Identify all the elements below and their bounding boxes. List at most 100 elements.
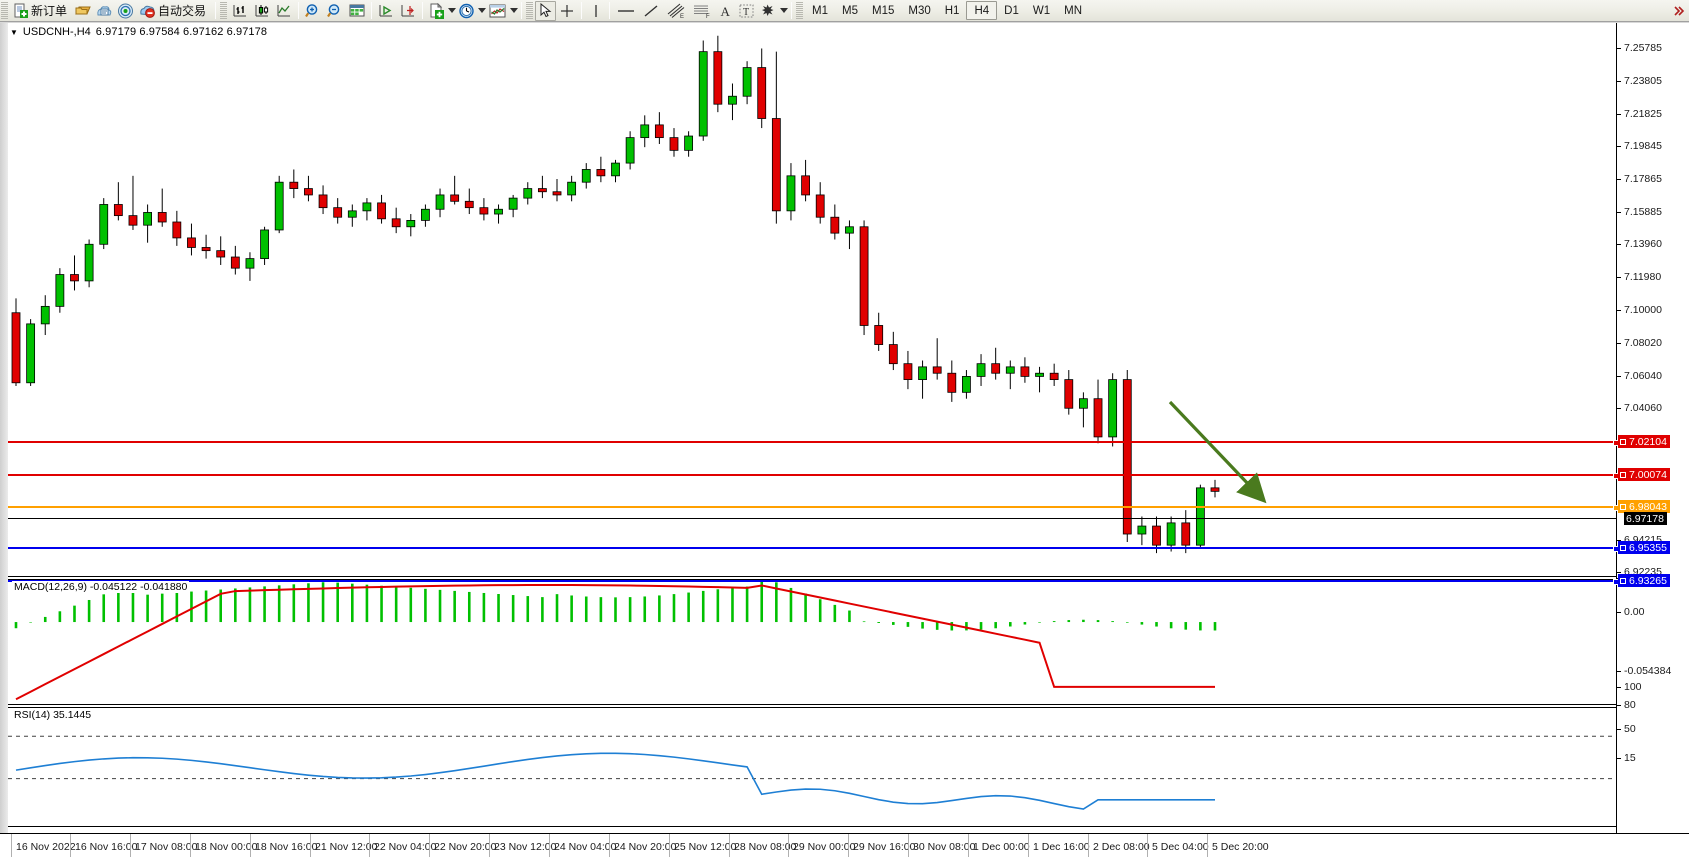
macd-pane[interactable]: MACD(12,26,9) -0.045122 -0.041880 (8, 579, 1616, 705)
price-level-value: 6.95355 (1629, 541, 1667, 554)
periodicity-button[interactable] (456, 1, 477, 21)
new-order-button[interactable]: 新订单 (10, 1, 73, 21)
vertical-line-button[interactable] (585, 1, 606, 21)
price-tick-label: 7.10000 (1624, 304, 1662, 316)
chart-shift-button[interactable] (397, 1, 419, 21)
templates-dropdown-arrow[interactable] (509, 2, 518, 20)
price-pane[interactable] (8, 23, 1616, 577)
time-tick: 29 Nov 16:00 (848, 834, 915, 857)
vertical-line-icon (594, 4, 597, 17)
price-level-line-6.93265[interactable] (8, 579, 1619, 585)
time-tick-label: 28 Nov 08:00 (734, 840, 797, 853)
equidistant-channel-button[interactable]: E (663, 1, 689, 21)
timeframe-m15[interactable]: M15 (872, 4, 895, 17)
price-level-line-6.95355[interactable] (8, 546, 1619, 552)
candle-body (771, 118, 781, 212)
left-edge-scrollbar[interactable] (0, 23, 8, 833)
price-level-tag[interactable]: 6.97178 (1624, 512, 1667, 525)
symbol-name: USDCNH-,H4 (22, 26, 91, 38)
time-axis[interactable]: 16 Nov 2022 16 Nov 16:00 17 Nov 08:00 18 No… (0, 833, 1689, 857)
auto-scroll-button[interactable] (375, 1, 397, 21)
templates-button[interactable] (486, 1, 509, 21)
timeframe-h4[interactable]: H4 (966, 1, 998, 20)
tick-dash (1617, 407, 1621, 409)
price-level-line-6.98043[interactable] (8, 505, 1619, 511)
candle-body (1166, 522, 1176, 546)
auto-trading-button[interactable]: 自动交易 (136, 1, 212, 21)
data-window-button[interactable] (346, 1, 368, 21)
trendline-button[interactable] (639, 1, 663, 21)
macd_axis-tick: -0.054384 (1617, 665, 1689, 677)
candle-body (143, 212, 152, 226)
tick-dash (1617, 539, 1621, 541)
price-level-line-7.00074[interactable] (8, 473, 1619, 479)
zoom-in-button[interactable] (302, 1, 324, 21)
price-level-line-7.02104[interactable] (8, 440, 1619, 446)
shapes-button[interactable] (757, 1, 779, 21)
macd_axis-tick-label: -0.054384 (1624, 665, 1672, 677)
time-tick: 24 Nov 04:00 (549, 834, 616, 857)
indicators-button[interactable] (426, 1, 447, 21)
price-level-tag[interactable]: 6.98043 (1618, 500, 1670, 513)
price-axis[interactable]: 7.25785 7.23805 7.21825 7.19845 7.17865 7.158… (1616, 23, 1689, 833)
time-tick-label: 5 Dec 04:00 (1152, 840, 1209, 853)
toolbar-grip[interactable] (1, 1, 8, 20)
level-tag-marker (1620, 577, 1626, 584)
price-level-tag[interactable]: 7.02104 (1618, 435, 1670, 448)
timeframe-h1[interactable]: H1 (944, 4, 960, 17)
timeframe-w1[interactable]: W1 (1032, 4, 1051, 17)
toolbar-overflow-button[interactable] (1668, 1, 1689, 21)
time-tick-label: 18 Nov 00:00 (195, 840, 258, 853)
chart-workspace[interactable]: ▼ USDCNH-,H4 6.97179 6.97584 6.97162 6.9… (0, 22, 1689, 857)
bar-chart-button[interactable] (229, 1, 251, 21)
svg-text:E: E (680, 14, 684, 19)
horizontal-line-button[interactable] (613, 1, 639, 21)
candle-body (830, 216, 840, 234)
price-level-tag[interactable]: 7.00074 (1618, 468, 1670, 481)
rsi_axis-tick: 50 (1617, 723, 1689, 735)
candle-body (245, 258, 255, 269)
crosshair-button[interactable] (556, 1, 578, 21)
timeframe-mn[interactable]: MN (1064, 4, 1082, 17)
fibonacci-button[interactable]: F (689, 1, 715, 21)
timeframe-d1[interactable]: D1 (1004, 4, 1019, 17)
candle-body (216, 250, 226, 258)
tick-dash (1617, 276, 1621, 278)
periodicity-dropdown-arrow[interactable] (477, 2, 486, 20)
symbol-info-bar[interactable]: ▼ USDCNH-,H4 6.97179 6.97584 6.97162 6.9… (10, 26, 267, 38)
price-tick: 7.25785 (1617, 42, 1689, 54)
line-chart-button[interactable] (273, 1, 295, 21)
text-button[interactable]: A (715, 1, 736, 21)
candlestick-chart-button[interactable] (251, 1, 273, 21)
folder-button[interactable] (73, 1, 94, 21)
profile-button[interactable] (94, 1, 115, 21)
price-level-line-6.97178[interactable] (8, 518, 1616, 519)
timeframe-m1[interactable]: M1 (812, 4, 829, 17)
timeframe-m5[interactable]: M5 (842, 4, 858, 17)
rsi_axis-tick: 80 (1617, 699, 1689, 711)
indicators-dropdown-arrow[interactable] (447, 2, 456, 20)
candle-body (1035, 372, 1044, 377)
toolbar-grip-2[interactable] (220, 1, 228, 20)
shapes-dropdown-arrow[interactable] (779, 2, 788, 20)
toolbar-right-edge (1668, 1, 1689, 21)
price-level-tag[interactable]: 6.93265 (1618, 574, 1670, 587)
toolbar-grip-3[interactable] (526, 1, 534, 20)
rsi-pane[interactable]: RSI(14) 35.1445 (8, 707, 1616, 827)
signal-button[interactable] (115, 1, 136, 21)
macd_axis-tick-label: 0.00 (1624, 606, 1645, 618)
zoom-out-button[interactable] (324, 1, 346, 21)
tick-dash (1617, 178, 1621, 180)
timeframe-m30[interactable]: M30 (908, 4, 931, 17)
toolbar-separator-6 (581, 2, 583, 19)
time-tick: 30 Nov 08:00 (908, 834, 975, 857)
chart-menu-caret-icon[interactable]: ▼ (10, 27, 18, 37)
cursor-button[interactable] (535, 0, 557, 21)
candle-body (362, 202, 372, 212)
toolbar-grip-4[interactable] (796, 1, 804, 20)
chart-shift-icon (401, 4, 415, 16)
price-level-tag[interactable]: 6.95355 (1618, 541, 1670, 554)
time-tick: 25 Nov 12:00 (669, 834, 736, 857)
time-tick-label: 25 Nov 12:00 (674, 840, 737, 853)
text-label-button[interactable]: T (736, 1, 757, 21)
